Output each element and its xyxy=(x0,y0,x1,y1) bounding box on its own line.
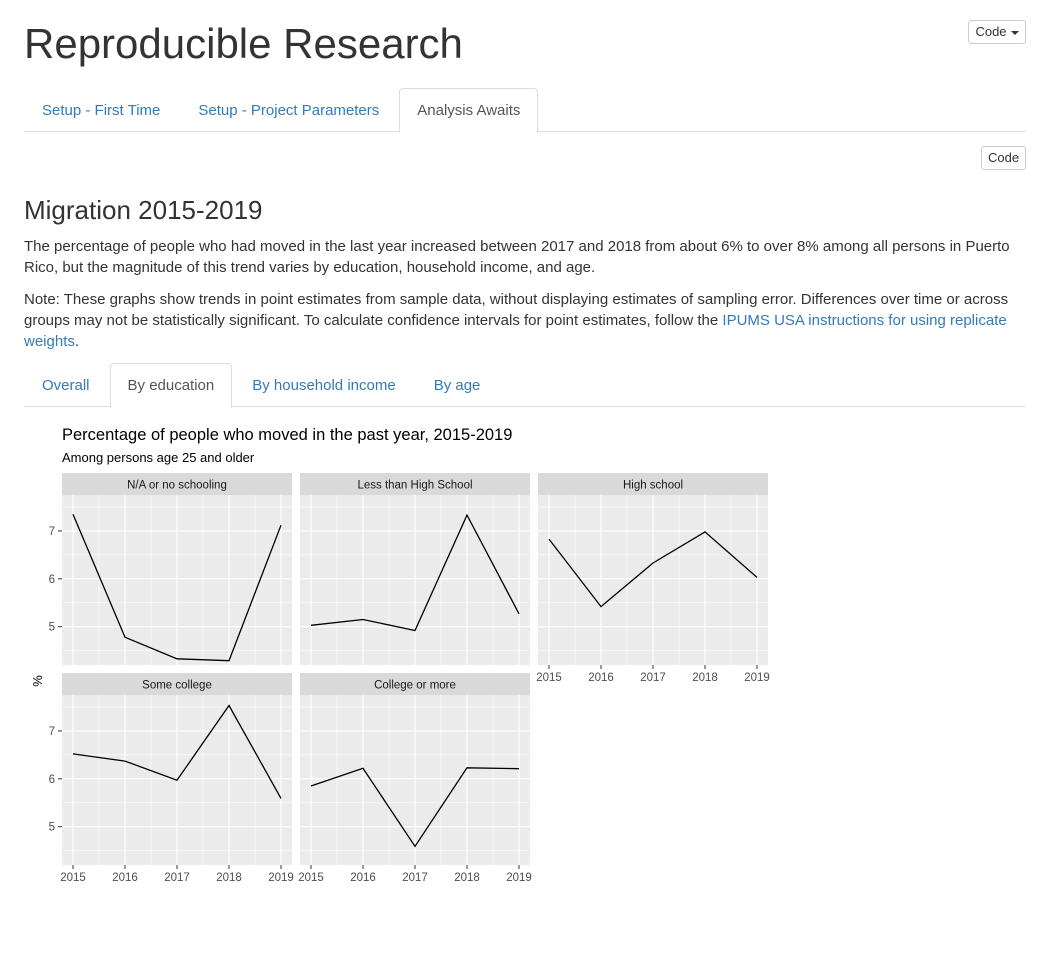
y-axis-label: % xyxy=(30,675,45,687)
x-tick-label: 2019 xyxy=(506,872,532,884)
chart-subtitle: Among persons age 25 and older xyxy=(62,450,255,465)
series-line-n-a-or-no-schooling xyxy=(72,513,282,662)
x-tick-label: 2015 xyxy=(536,672,562,684)
x-tick-label: 2017 xyxy=(402,872,428,884)
tab-analysis-awaits[interactable]: Analysis Awaits xyxy=(399,88,539,133)
tab-overall[interactable]: Overall xyxy=(42,377,90,394)
y-tick-label: 5 xyxy=(49,622,55,634)
x-tick-label: 2015 xyxy=(60,872,86,884)
facet-strip-high-school xyxy=(538,473,768,495)
facet-strip-some-college xyxy=(62,673,292,695)
facet-strip-college-or-more xyxy=(300,673,530,695)
series-line-college-or-more xyxy=(310,767,520,848)
note-paragraph: Note: These graphs show trends in point … xyxy=(24,289,1026,352)
x-tick-label: 2016 xyxy=(112,872,138,884)
note-text: Note: These graphs show trends in point … xyxy=(24,291,1009,329)
x-tick-label: 2017 xyxy=(164,872,190,884)
main-tabs: Setup - First Time Setup - Project Param… xyxy=(24,88,1026,133)
facet-label-n-a-or-no-schooling: N/A or no schooling xyxy=(127,480,227,492)
y-tick-label: 6 xyxy=(49,774,55,786)
facet-strip-less-than-high-school xyxy=(300,473,530,495)
section-title: Migration 2015-2019 xyxy=(24,195,263,225)
intro-paragraph: The percentage of people who had moved i… xyxy=(24,238,1010,276)
y-tick-label: 7 xyxy=(49,526,55,538)
page-title: Reproducible Research xyxy=(24,20,463,67)
series-line-high-school xyxy=(548,531,758,608)
code-dropdown-label: Code xyxy=(975,24,1007,39)
facet-label-some-college: Some college xyxy=(142,680,212,692)
tab-by-age[interactable]: By age xyxy=(433,377,481,394)
chart-title: Percentage of people who moved in the pa… xyxy=(62,426,513,444)
facet-label-high-school: High school xyxy=(623,480,683,492)
replicate-weights-link[interactable]: IPUMS USA instructions for using replica… xyxy=(24,312,1007,350)
x-tick-label: 2019 xyxy=(268,872,294,884)
x-tick-label: 2018 xyxy=(216,872,242,884)
x-tick-label: 2018 xyxy=(454,872,480,884)
caret-down-icon xyxy=(1010,30,1019,35)
tab-by-education[interactable]: By education xyxy=(109,363,233,408)
x-tick-label: 2016 xyxy=(588,672,614,684)
code-dropdown-button[interactable]: Code xyxy=(968,20,1026,44)
x-tick-label: 2015 xyxy=(298,872,324,884)
code-button[interactable]: Code xyxy=(981,146,1026,170)
tab-setup-project-parameters[interactable]: Setup - Project Parameters xyxy=(198,102,380,119)
y-tick-label: 5 xyxy=(49,822,55,834)
series-line-some-college xyxy=(72,704,282,799)
y-tick-label: 6 xyxy=(49,574,55,586)
sub-tabs: Overall By education By household income… xyxy=(24,363,1026,408)
facet-label-college-or-more: College or more xyxy=(374,680,456,692)
x-tick-label: 2019 xyxy=(744,672,770,684)
x-tick-label: 2018 xyxy=(692,672,718,684)
y-tick-label: 7 xyxy=(49,726,55,738)
x-tick-label: 2016 xyxy=(350,872,376,884)
note-end: . xyxy=(74,333,80,350)
facet-strip-n-a-or-no-schooling xyxy=(62,473,292,495)
tab-by-household-income[interactable]: By household income xyxy=(252,377,396,394)
x-tick-label: 2017 xyxy=(640,672,666,684)
tab-setup-first-time[interactable]: Setup - First Time xyxy=(42,102,161,119)
series-line-less-than-high-school xyxy=(310,513,520,632)
facet-label-less-than-high-school: Less than High School xyxy=(357,480,472,492)
